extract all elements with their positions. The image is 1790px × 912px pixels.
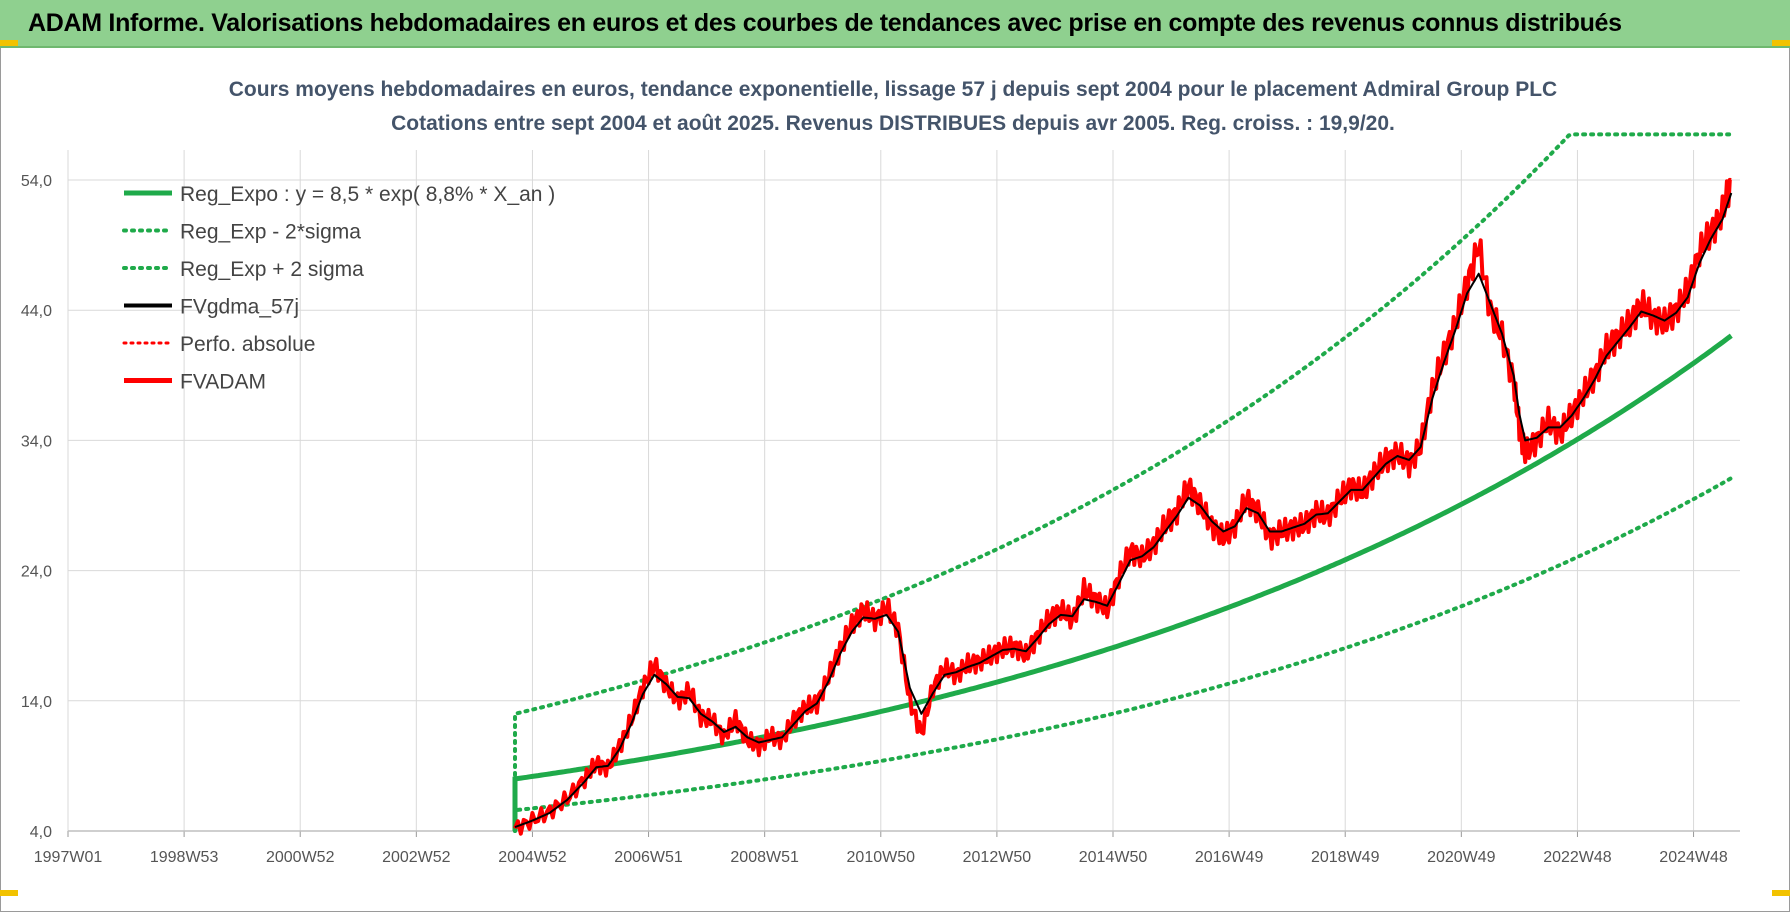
x-tick-label: 2014W50: [1079, 849, 1148, 866]
x-tick-label: 2012W50: [963, 849, 1032, 866]
legend: Reg_Expo : y = 8,5 * exp( 8,8% * X_an ) R…: [122, 183, 555, 394]
legend-label: FVgdma_57j: [180, 296, 299, 319]
corner-mark-top-right: [1772, 40, 1790, 46]
x-tick-label: 2020W49: [1427, 849, 1496, 866]
series-reg-exp-plus-2sigma: [513, 132, 1734, 833]
x-tick-label: 2018W49: [1311, 849, 1380, 866]
chart-title-line-2: Cotations entre sept 2004 et août 2025. …: [391, 112, 1395, 135]
series-reg-exp-minus-2sigma: [513, 476, 1734, 833]
report-header: ADAM Informe. Valorisations hebdomadaire…: [0, 0, 1790, 48]
legend-label: Perfo. absolue: [180, 333, 315, 356]
corner-mark-bottom-right: [1772, 890, 1790, 896]
x-tick-label: 2022W48: [1543, 849, 1612, 866]
x-tick-label: 1997W01: [34, 849, 103, 866]
x-tick-label: 2008W51: [730, 849, 799, 866]
x-tick-label: 1998W53: [150, 849, 219, 866]
x-tick-label: 2000W52: [266, 849, 335, 866]
legend-label: Reg_Expo : y = 8,5 * exp( 8,8% * X_an ): [180, 183, 555, 206]
axis-layer: 1997W01 1998W53 2000W52 2002W52 2004W52 2006W…: [21, 173, 1740, 866]
x-tick-label: 2010W50: [847, 849, 916, 866]
x-tick-label: 2004W52: [498, 849, 567, 866]
x-tick-label: 2006W51: [614, 849, 683, 866]
y-tick-label: 44,0: [21, 303, 52, 320]
report-title: ADAM Informe. Valorisations hebdomadaire…: [28, 9, 1622, 37]
y-tick-label: 54,0: [21, 173, 52, 190]
x-tick-label: 2024W48: [1659, 849, 1728, 866]
series-fvgdma-57j: [514, 192, 1733, 829]
chart-title-line-1: Cours moyens hebdomadaires en euros, ten…: [229, 78, 1557, 101]
x-tick-label: 2002W52: [382, 849, 451, 866]
corner-mark-bottom-left: [0, 890, 18, 896]
series-layer: [512, 132, 1734, 836]
y-tick-label: 4,0: [30, 824, 52, 841]
legend-label: Reg_Exp - 2*sigma: [180, 221, 361, 244]
grid-layer: [67, 150, 1740, 832]
legend-label: FVADAM: [180, 371, 266, 394]
series-reg-expo: [512, 333, 1733, 831]
x-tick-label: 2016W49: [1195, 849, 1264, 866]
y-tick-label: 34,0: [21, 433, 52, 450]
series-fvadam: [513, 177, 1732, 836]
legend-label: Reg_Exp + 2 sigma: [180, 258, 364, 281]
y-tick-label: 24,0: [21, 564, 52, 581]
corner-mark-top-left: [0, 40, 18, 46]
y-tick-label: 14,0: [21, 694, 52, 711]
